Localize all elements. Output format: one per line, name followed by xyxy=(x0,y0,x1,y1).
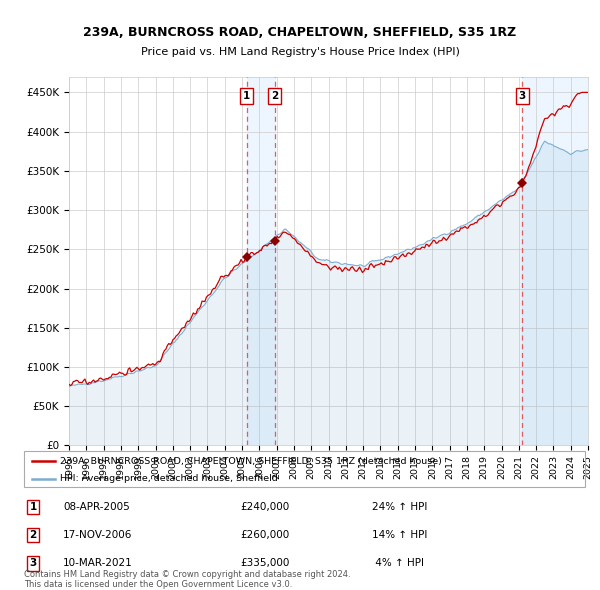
Text: HPI: Average price, detached house, Sheffield: HPI: Average price, detached house, Shef… xyxy=(61,474,278,483)
Text: 3: 3 xyxy=(518,91,526,101)
Bar xyxy=(247,77,275,445)
Text: 10-MAR-2021: 10-MAR-2021 xyxy=(63,559,133,568)
Text: 17-NOV-2006: 17-NOV-2006 xyxy=(63,530,133,540)
Text: £240,000: £240,000 xyxy=(240,502,289,512)
Text: 239A, BURNCROSS ROAD, CHAPELTOWN, SHEFFIELD, S35 1RZ (detached house): 239A, BURNCROSS ROAD, CHAPELTOWN, SHEFFI… xyxy=(61,457,442,466)
Text: Price paid vs. HM Land Registry's House Price Index (HPI): Price paid vs. HM Land Registry's House … xyxy=(140,47,460,57)
Text: Contains HM Land Registry data © Crown copyright and database right 2024.
This d: Contains HM Land Registry data © Crown c… xyxy=(24,570,350,589)
Text: 1: 1 xyxy=(243,91,250,101)
Text: 1: 1 xyxy=(29,502,37,512)
Text: £335,000: £335,000 xyxy=(240,559,289,568)
Bar xyxy=(522,77,588,445)
Text: 239A, BURNCROSS ROAD, CHAPELTOWN, SHEFFIELD, S35 1RZ: 239A, BURNCROSS ROAD, CHAPELTOWN, SHEFFI… xyxy=(83,26,517,39)
Text: 08-APR-2005: 08-APR-2005 xyxy=(63,502,130,512)
Text: 14% ↑ HPI: 14% ↑ HPI xyxy=(372,530,427,540)
Text: 3: 3 xyxy=(29,559,37,568)
Text: 4% ↑ HPI: 4% ↑ HPI xyxy=(372,559,424,568)
Text: 24% ↑ HPI: 24% ↑ HPI xyxy=(372,502,427,512)
Text: 2: 2 xyxy=(271,91,278,101)
Text: £260,000: £260,000 xyxy=(240,530,289,540)
Text: 2: 2 xyxy=(29,530,37,540)
